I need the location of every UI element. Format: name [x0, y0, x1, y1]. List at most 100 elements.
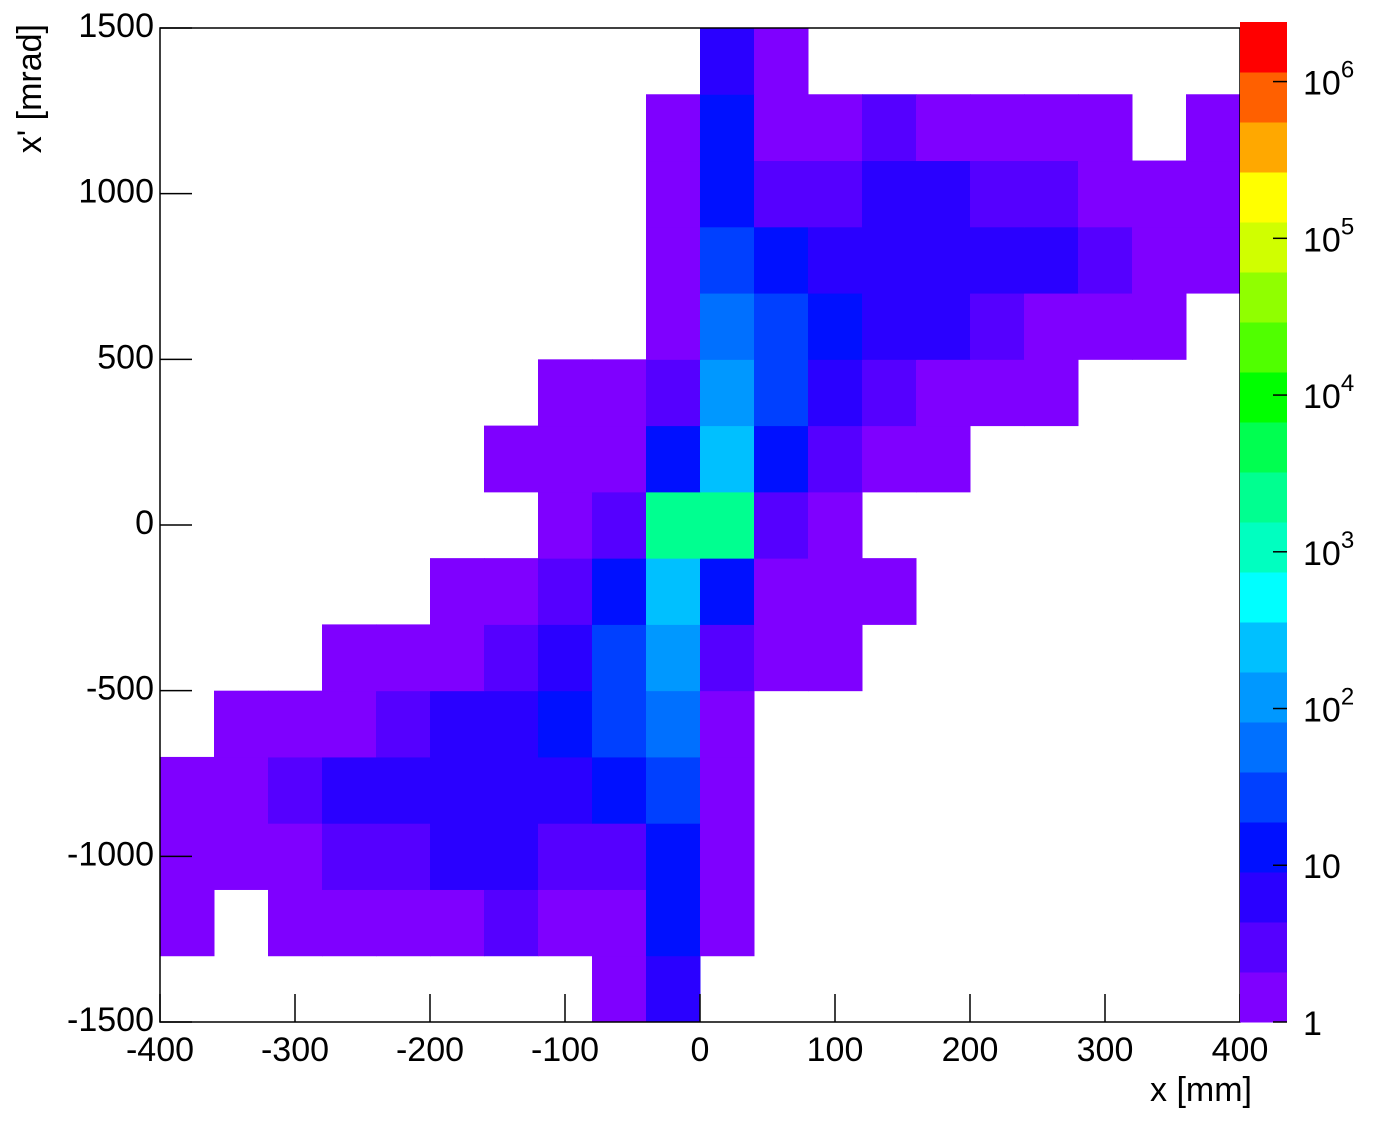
heat-cell	[970, 226, 1025, 294]
heat-cell	[916, 293, 971, 360]
x-tick-label: 200	[942, 1031, 999, 1069]
x-axis-title: x [mm]	[1150, 1071, 1252, 1109]
x-tick-label: -400	[126, 1031, 194, 1069]
heat-cell	[862, 293, 917, 360]
heat-cell	[376, 624, 431, 692]
heat-cell	[538, 756, 593, 824]
heat-cell	[1024, 226, 1079, 294]
heat-cell	[754, 359, 809, 427]
heat-cell	[700, 28, 755, 95]
x-tick-label: 0	[691, 1031, 710, 1069]
heat-cell	[1078, 293, 1133, 360]
heat-cell	[160, 756, 215, 824]
heat-cell	[538, 823, 593, 890]
color-bar-band	[1240, 72, 1287, 123]
heat-cell	[970, 359, 1025, 427]
heat-cell	[646, 293, 701, 360]
heat-cell	[916, 359, 971, 427]
x-tick-label: 300	[1077, 1031, 1134, 1069]
heat-cell	[916, 226, 971, 294]
z-tick-label: 102	[1303, 684, 1354, 730]
color-bar-band	[1240, 922, 1287, 973]
heat-cell	[538, 558, 593, 625]
heat-cell	[754, 94, 809, 162]
heat-cell	[214, 690, 269, 758]
heat-cell	[808, 94, 863, 162]
heat-cell	[754, 28, 809, 95]
heat-cell	[646, 94, 701, 162]
heat-cell	[376, 823, 431, 890]
color-bar-band	[1240, 422, 1287, 473]
z-tick-label: 105	[1303, 214, 1354, 260]
heat-cell	[430, 756, 485, 824]
color-bar-band	[1240, 172, 1287, 223]
heat-cell	[268, 690, 323, 758]
heat-cell	[646, 359, 701, 427]
heat-cell	[322, 889, 377, 957]
color-bar-band	[1240, 122, 1287, 173]
heat-cell	[1186, 226, 1241, 294]
heat-cell	[538, 359, 593, 427]
heat-cell	[592, 558, 647, 625]
y-tick-label: -1000	[67, 835, 154, 873]
color-bar-band	[1240, 222, 1287, 273]
heat-cell	[646, 558, 701, 625]
heat-cell	[484, 889, 539, 957]
heat-cell	[646, 425, 701, 493]
heat-cell	[916, 425, 971, 493]
heat-cell	[214, 823, 269, 890]
heat-cell	[538, 624, 593, 692]
heat-cell	[700, 491, 755, 559]
heat-cell	[538, 491, 593, 559]
heat-cell	[484, 425, 539, 493]
heat-cell	[970, 293, 1025, 360]
heat-cell	[862, 94, 917, 162]
heat-cell	[376, 889, 431, 957]
heat-cell	[322, 624, 377, 692]
color-bar-band	[1240, 572, 1287, 623]
heat-cell	[700, 293, 755, 360]
heat-cell	[1078, 226, 1133, 294]
heat-cell	[1024, 94, 1079, 162]
heat-cell	[484, 624, 539, 692]
heat-cell	[484, 823, 539, 890]
heat-cell	[970, 160, 1025, 228]
heat-cell	[808, 293, 863, 360]
x-tick-label: -200	[396, 1031, 464, 1069]
heat-cell	[268, 823, 323, 890]
x-tick-label: 100	[807, 1031, 864, 1069]
color-bar-band	[1240, 672, 1287, 723]
heat-cell	[592, 955, 647, 1023]
heat-cell	[430, 690, 485, 758]
heat-cell	[1186, 160, 1241, 228]
heat-cell	[160, 889, 215, 957]
heat-cell	[754, 491, 809, 559]
heat-cell	[700, 889, 755, 957]
heat-cell	[646, 955, 701, 1023]
z-tick-label: 103	[1303, 527, 1354, 573]
heat-cell	[592, 491, 647, 559]
heat-cell	[646, 624, 701, 692]
heat-cell	[700, 160, 755, 228]
heat-cell	[808, 226, 863, 294]
heat-cell	[646, 491, 701, 559]
heat-cell	[538, 889, 593, 957]
heat-cell	[700, 823, 755, 890]
color-bar-band	[1240, 822, 1287, 873]
heat-cell	[592, 359, 647, 427]
y-tick-label: 0	[135, 504, 154, 542]
color-bar-band	[1240, 622, 1287, 673]
heat-cell	[214, 756, 269, 824]
heat-cell	[808, 558, 863, 625]
y-tick-label: 1000	[78, 173, 154, 211]
heat-cell	[862, 160, 917, 228]
heat-cell	[700, 624, 755, 692]
heat-cell	[808, 160, 863, 228]
color-bar-band	[1240, 722, 1287, 773]
heat-cell	[916, 160, 971, 228]
heat-cell	[862, 359, 917, 427]
heat-cell	[1132, 293, 1187, 360]
heat-cell	[646, 756, 701, 824]
y-tick-label: -500	[86, 670, 154, 708]
